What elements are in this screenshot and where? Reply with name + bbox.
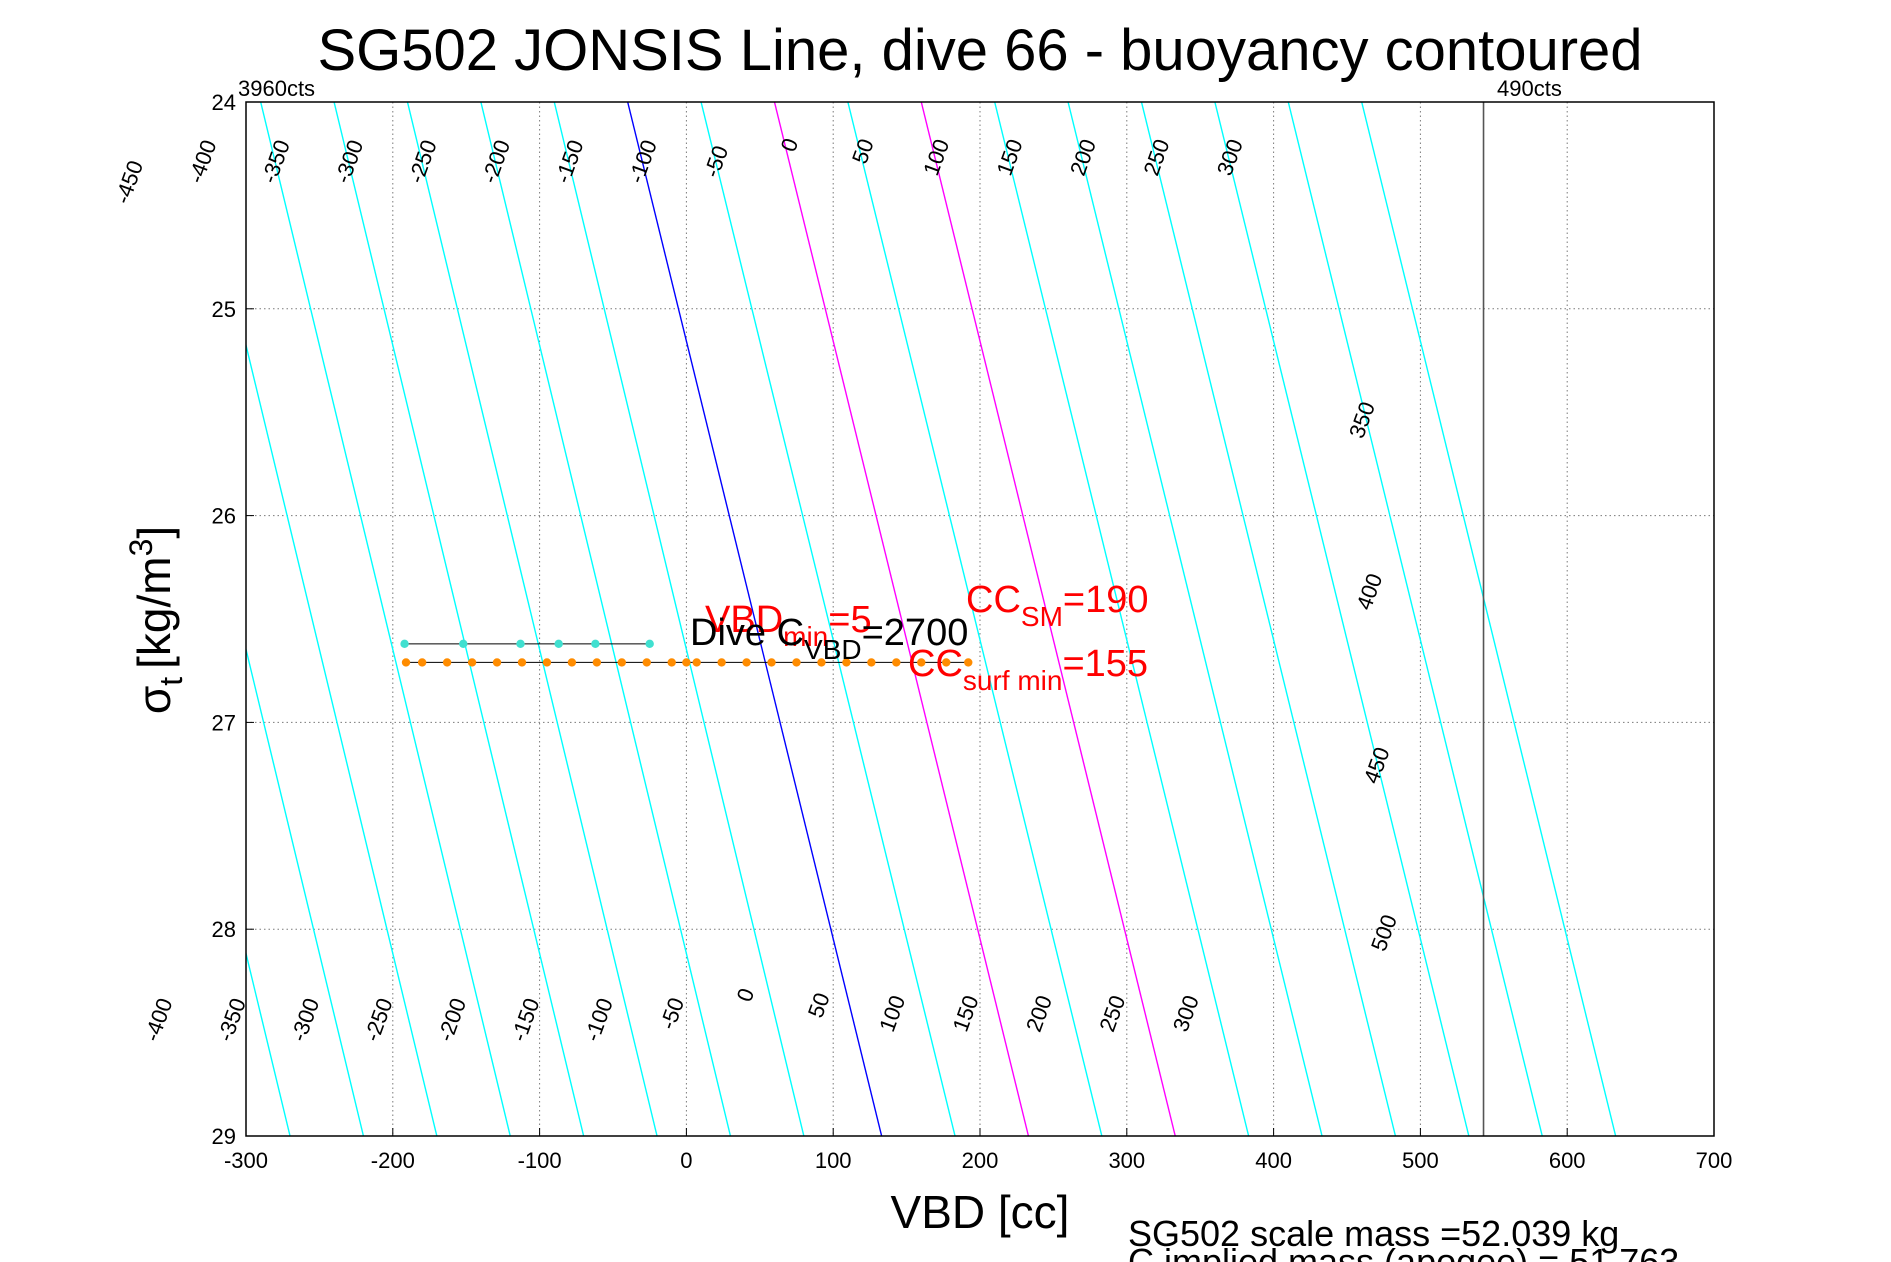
contour-line-350 bbox=[1140, 102, 1397, 1136]
x-tick-label-8: 500 bbox=[1402, 1148, 1439, 1173]
axis-ticks: -300 -200 -100 0 100 200 300 400 500 600 700 24 25 26… bbox=[212, 90, 1733, 1173]
x-tick-label-3: 0 bbox=[680, 1148, 692, 1173]
series-point-dive-14 bbox=[717, 658, 726, 667]
x-tick-label-6: 300 bbox=[1108, 1148, 1145, 1173]
contour-line-500 bbox=[1361, 102, 1617, 1136]
series-point-dive-1 bbox=[417, 658, 427, 667]
contour-line-200 bbox=[920, 102, 1176, 1136]
series-point-dive-17 bbox=[792, 658, 801, 667]
series-point-dive-19 bbox=[842, 658, 851, 667]
contour-line--350 bbox=[246, 646, 365, 1136]
y-tick-label-1: 25 bbox=[212, 297, 236, 322]
series-point-climb-2 bbox=[516, 639, 525, 649]
series-point-dive-0 bbox=[401, 658, 411, 667]
x-tick-label-7: 400 bbox=[1255, 1148, 1292, 1173]
y-tick-label-2: 26 bbox=[212, 504, 236, 529]
annotation-dive-cvbd: Dive CVBD=2700 bbox=[690, 612, 968, 665]
contour-line-450 bbox=[1287, 102, 1543, 1136]
x-tick-label-1: -200 bbox=[371, 1148, 415, 1173]
series-point-dive-8 bbox=[592, 658, 602, 667]
series-point-dive-24 bbox=[964, 658, 973, 667]
contour-line--300 bbox=[246, 342, 438, 1136]
x-tick-label-0: -300 bbox=[224, 1148, 268, 1173]
x-tick-label-2: -100 bbox=[518, 1148, 562, 1173]
y-tick-label-0: 24 bbox=[212, 90, 236, 115]
series-point-dive-20 bbox=[867, 658, 876, 667]
annotation-cc-surf-min: CCsurf min=155 bbox=[908, 643, 1148, 696]
contour-line-0 bbox=[627, 102, 883, 1136]
corner-label-left: 3960cts bbox=[238, 76, 315, 101]
series-point-climb-4 bbox=[591, 639, 600, 649]
series-point-dive-5 bbox=[517, 658, 527, 667]
series-point-dive-13 bbox=[692, 658, 701, 667]
footer-implied-mass: C implied mass (apogee) = 51.763 bbox=[1128, 1241, 1679, 1262]
data-series bbox=[400, 639, 973, 667]
contour-line--250 bbox=[259, 102, 511, 1136]
y-axis-label-symbol: σ bbox=[128, 686, 180, 714]
series-point-dive-6 bbox=[542, 658, 552, 667]
chart-title: SG502 JONSIS Line, dive 66 - buoyancy co… bbox=[317, 18, 1642, 83]
y-tick-label-4: 28 bbox=[212, 917, 236, 942]
series-point-dive-23 bbox=[942, 658, 951, 667]
series-point-dive-12 bbox=[682, 658, 691, 667]
annotation-vbd-min: VBDmin=5 bbox=[705, 599, 872, 652]
series-point-dive-3 bbox=[467, 658, 477, 667]
series-point-dive-10 bbox=[642, 658, 651, 667]
contour-line--50 bbox=[553, 102, 805, 1136]
series-point-climb-5 bbox=[645, 639, 654, 649]
series-point-climb-0 bbox=[400, 639, 409, 649]
series-point-dive-15 bbox=[742, 658, 751, 667]
series-point-dive-22 bbox=[917, 658, 926, 667]
series-point-climb-3 bbox=[554, 639, 563, 649]
contour-line-400 bbox=[1214, 102, 1470, 1136]
contour-line-50 bbox=[700, 102, 956, 1136]
y-axis-label-sub: t bbox=[153, 677, 189, 686]
contour-line-250 bbox=[994, 102, 1250, 1136]
x-tick-label-4: 100 bbox=[815, 1148, 852, 1173]
contour-line-300 bbox=[1067, 102, 1323, 1136]
svg-text:σt[kg/m3]: σt [kg/m3] bbox=[123, 526, 189, 714]
series-point-dive-7 bbox=[567, 658, 577, 667]
series-point-dive-11 bbox=[667, 658, 676, 667]
x-tick-label-10: 700 bbox=[1696, 1148, 1733, 1173]
contour-line--200 bbox=[333, 102, 585, 1136]
series-point-dive-16 bbox=[767, 658, 776, 667]
series-point-dive-4 bbox=[492, 658, 502, 667]
contour-line--100 bbox=[480, 102, 732, 1136]
y-tick-label-5: 29 bbox=[212, 1124, 236, 1149]
footer-scale-mass: SG502 scale mass =52.039 kg bbox=[1128, 1213, 1619, 1254]
annotation-cc-sm: CCSM=190 bbox=[966, 579, 1148, 632]
contour-line--150 bbox=[406, 102, 658, 1136]
contour-line--400 bbox=[246, 950, 291, 1136]
series-point-climb-1 bbox=[459, 639, 468, 649]
contour-line-100 bbox=[773, 102, 1030, 1136]
y-axis-label-close: ] bbox=[128, 526, 180, 539]
series-point-dive-21 bbox=[892, 658, 901, 667]
y-axis-label: σt [kg/m3] bbox=[123, 526, 189, 714]
x-tick-label-9: 600 bbox=[1549, 1148, 1586, 1173]
y-tick-label-3: 27 bbox=[212, 710, 236, 735]
x-tick-label-5: 200 bbox=[962, 1148, 999, 1173]
contour-line-150 bbox=[847, 102, 1103, 1136]
y-axis-label-sup: 3 bbox=[123, 539, 159, 557]
y-axis-label-unit: [kg/m bbox=[128, 556, 180, 668]
series-point-dive-9 bbox=[617, 658, 627, 667]
contour-lines bbox=[246, 102, 1617, 1136]
series-point-dive-2 bbox=[442, 658, 452, 667]
corner-label-right: 490cts bbox=[1497, 76, 1562, 101]
x-axis-label: VBD [cc] bbox=[891, 1186, 1070, 1238]
series-point-dive-18 bbox=[817, 658, 826, 667]
